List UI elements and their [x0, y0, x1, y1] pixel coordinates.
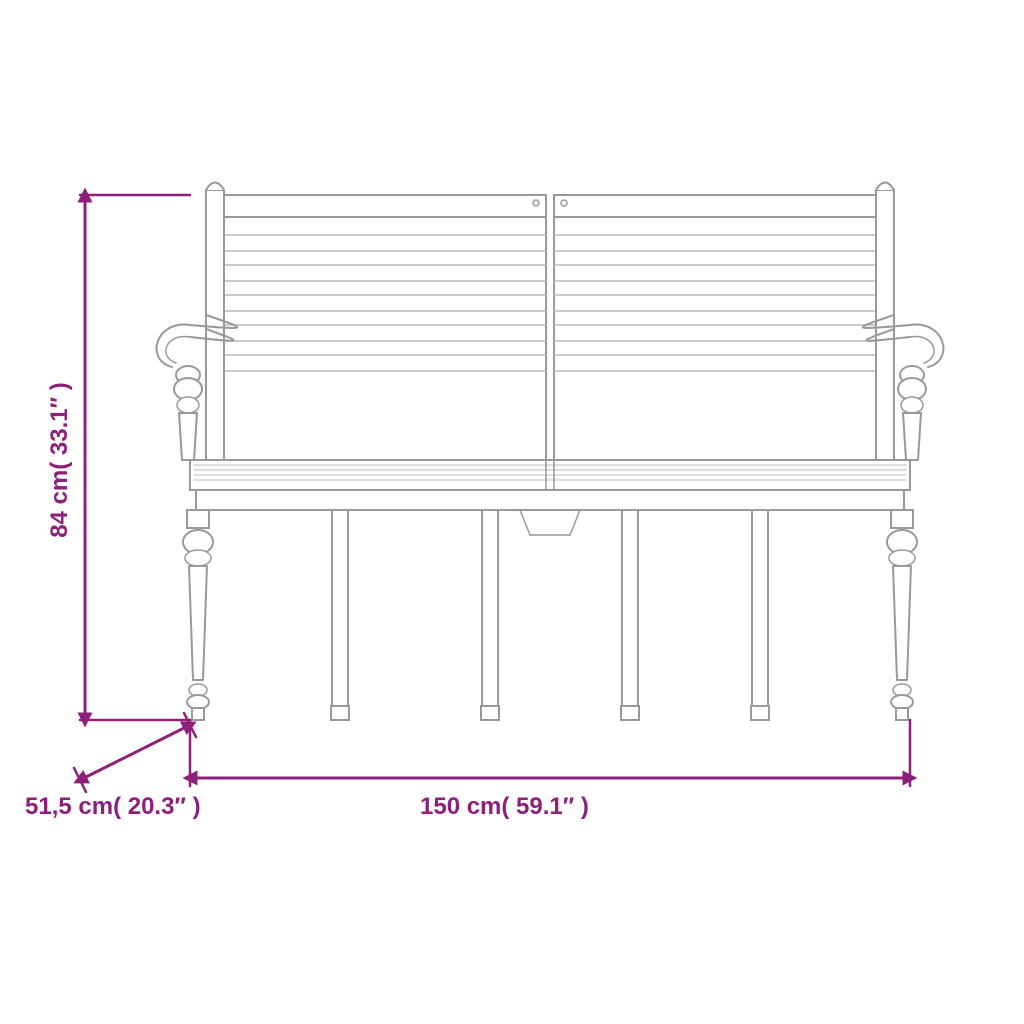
dimension-label-width: 150 cm( 59.1″ ) [420, 793, 589, 821]
diagram-stage: 84 cm( 33.1″ ) 51,5 cm( 20.3″ ) 150 cm( … [0, 0, 1024, 1024]
dimension-label-height: 84 cm( 33.1″ ) [46, 382, 74, 538]
dimension-label-depth: 51,5 cm( 20.3″ ) [25, 793, 201, 821]
bench-diagram-svg [0, 0, 1024, 1024]
